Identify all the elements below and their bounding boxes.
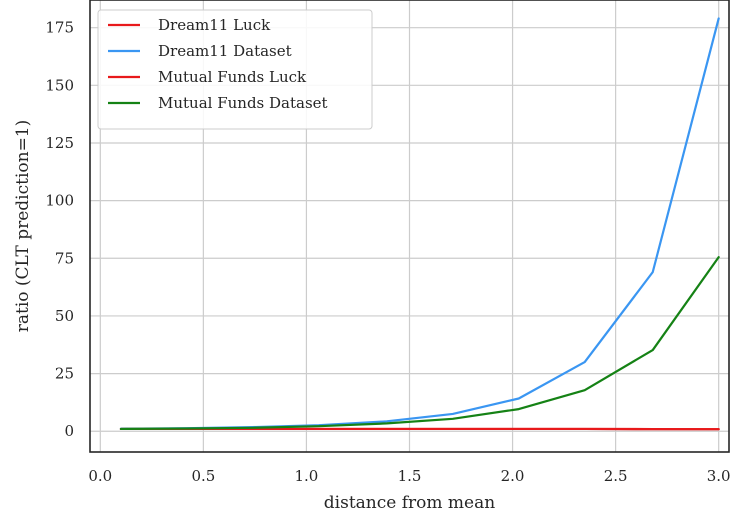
y-tick-label: 25 — [55, 365, 74, 383]
y-axis-label: ratio (CLT prediction=1) — [13, 120, 33, 333]
y-tick-label: 50 — [55, 307, 74, 325]
plot-frame — [89, 0, 730, 453]
legend-label: Mutual Funds Dataset — [158, 94, 328, 112]
series-line-4 — [119, 256, 720, 431]
x-tick-label: 2.0 — [501, 467, 525, 485]
x-tick-label: 1.5 — [398, 467, 422, 485]
x-tick-label: 1.0 — [295, 467, 319, 485]
legend-box — [97, 9, 373, 130]
legend: Dream11 Luck Dream11 Dataset Mutual Funds … — [97, 9, 373, 130]
x-tick-label: 0.5 — [191, 467, 215, 485]
legend-label: Dream11 Dataset — [158, 42, 292, 60]
y-tick-label: 175 — [45, 19, 74, 37]
x-tick-labels: 0.0 0.5 1.0 1.5 2.0 2.5 3.0 — [88, 467, 730, 485]
y-tick-label: 75 — [55, 249, 74, 267]
y-tick-label: 150 — [45, 76, 74, 94]
y-tick-label: 125 — [45, 134, 74, 152]
x-axis-label: distance from mean — [324, 493, 495, 513]
x-tick-label: 0.0 — [88, 467, 112, 485]
x-tick-label: 2.5 — [604, 467, 628, 485]
legend-label: Dream11 Luck — [158, 16, 271, 34]
legend-label: Mutual Funds Luck — [158, 68, 307, 86]
x-tick-label: 3.0 — [707, 467, 730, 485]
y-tick-labels: 0 25 50 75 100 125 150 175 — [45, 19, 74, 441]
y-tick-label: 100 — [45, 192, 74, 210]
y-tick-label: 0 — [64, 422, 74, 440]
series-lines — [119, 17, 720, 431]
